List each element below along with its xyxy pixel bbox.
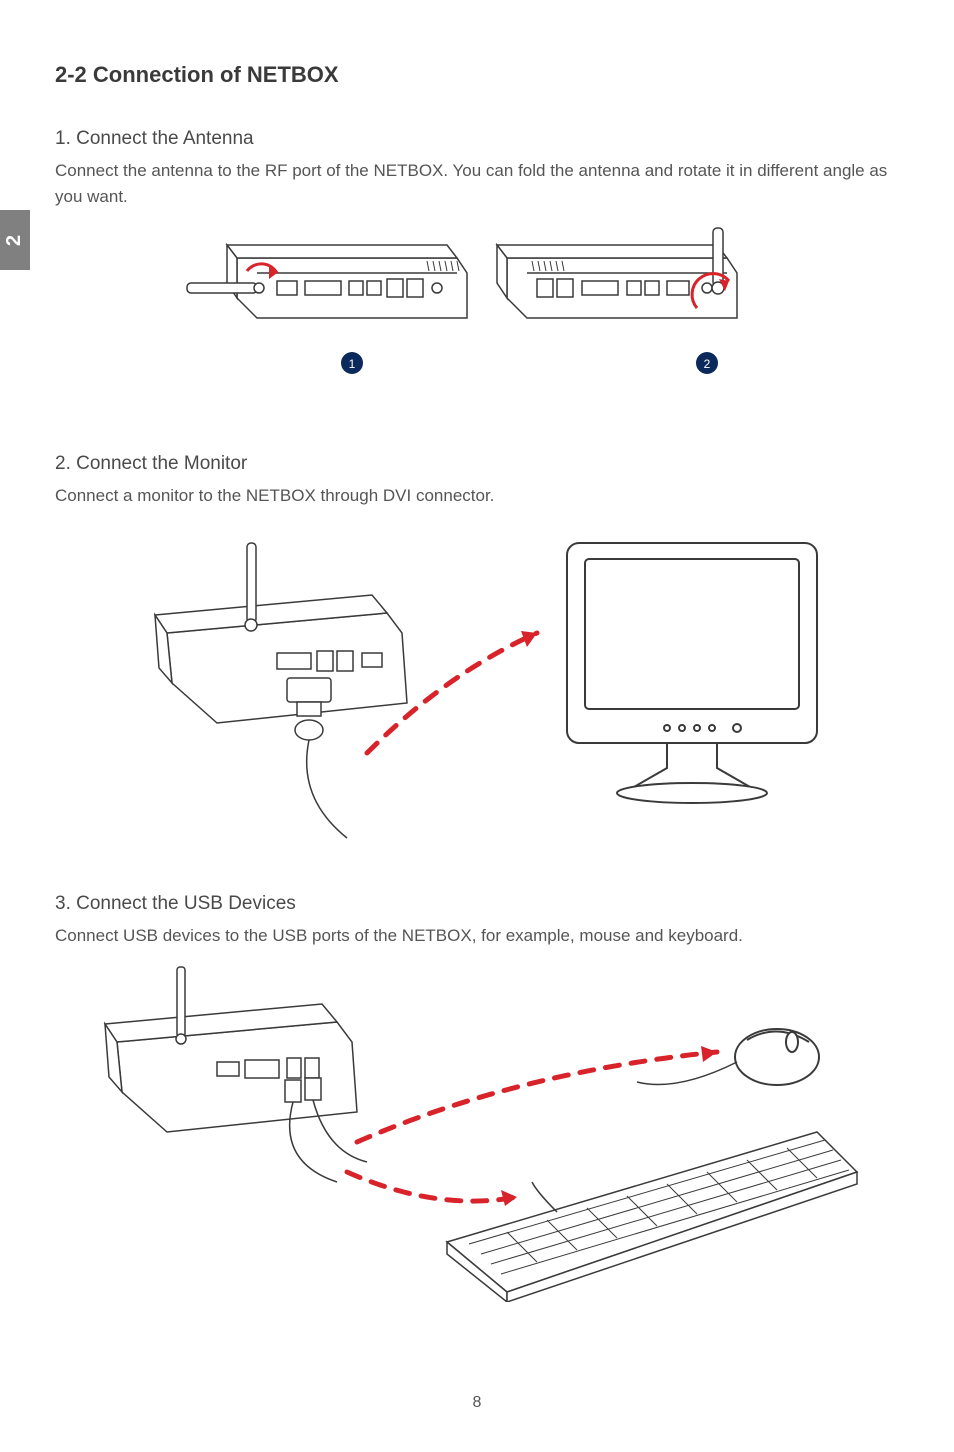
- step-1-body: Connect the antenna to the RF port of th…: [55, 158, 899, 209]
- page-number: 8: [0, 1394, 954, 1412]
- step-3: 3. Connect the USB Devices Connect USB d…: [55, 893, 899, 1303]
- callout-2-label: 2: [704, 357, 711, 371]
- antenna-diagram: 1: [127, 223, 827, 403]
- chapter-tab: 2: [0, 210, 30, 270]
- section-heading: 2-2 Connection of NETBOX: [55, 62, 899, 88]
- step-2-title: 2. Connect the Monitor: [55, 453, 899, 475]
- step-2-body: Connect a monitor to the NETBOX through …: [55, 483, 899, 509]
- step-3-title: 3. Connect the USB Devices: [55, 893, 899, 915]
- callout-1-label: 1: [349, 357, 356, 371]
- page-content: 2-2 Connection of NETBOX 1. Connect the …: [55, 62, 899, 1352]
- monitor-diagram: [107, 523, 847, 843]
- step-1: 1. Connect the Antenna Connect the anten…: [55, 128, 899, 403]
- step-3-body: Connect USB devices to the USB ports of …: [55, 923, 899, 949]
- usb-diagram: [77, 962, 877, 1302]
- step-3-figure: [55, 962, 899, 1302]
- chapter-tab-label: 2: [4, 234, 27, 245]
- step-2-figure: [55, 523, 899, 843]
- step-1-figure: 1: [55, 223, 899, 403]
- step-1-title: 1. Connect the Antenna: [55, 128, 899, 150]
- step-2: 2. Connect the Monitor Connect a monitor…: [55, 453, 899, 843]
